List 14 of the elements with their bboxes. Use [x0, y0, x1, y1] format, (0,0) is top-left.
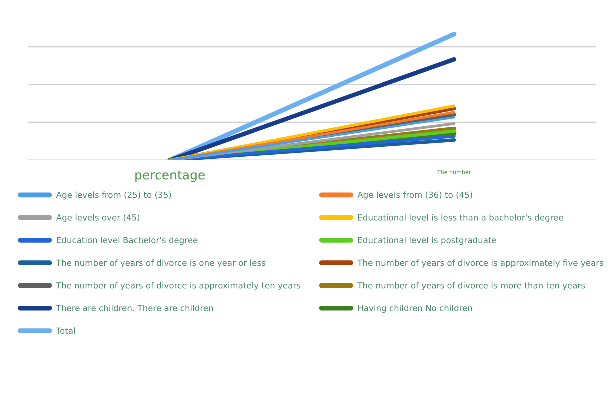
legend-label: The number of years of divorce is more than ten years: [358, 282, 586, 290]
legend-label: Having children No children: [358, 304, 472, 314]
legend-label: Educational level is less than a bachelor's degree: [358, 214, 564, 222]
legend-label: Education level Bachelor's degree: [57, 237, 198, 246]
legend-label: The number of years of divorce is approximately ten years: [56, 282, 301, 290]
legend-label: Age levels from (25) to (35): [56, 192, 172, 200]
legend-label: Educational level is postgraduate: [358, 237, 496, 246]
legend-label: There are children. There are children: [56, 304, 214, 312]
legend-label: Age levels over (45): [56, 214, 140, 222]
legend-label: The number of years of divorce is one year or less: [56, 260, 266, 268]
legend-label: Total: [56, 328, 76, 334]
legend-label: Age levels from (36) to (45): [358, 192, 472, 200]
legend-label: The number of years of divorce is approximately five years: [358, 260, 604, 268]
x-tick-label: percentage: [136, 170, 205, 182]
